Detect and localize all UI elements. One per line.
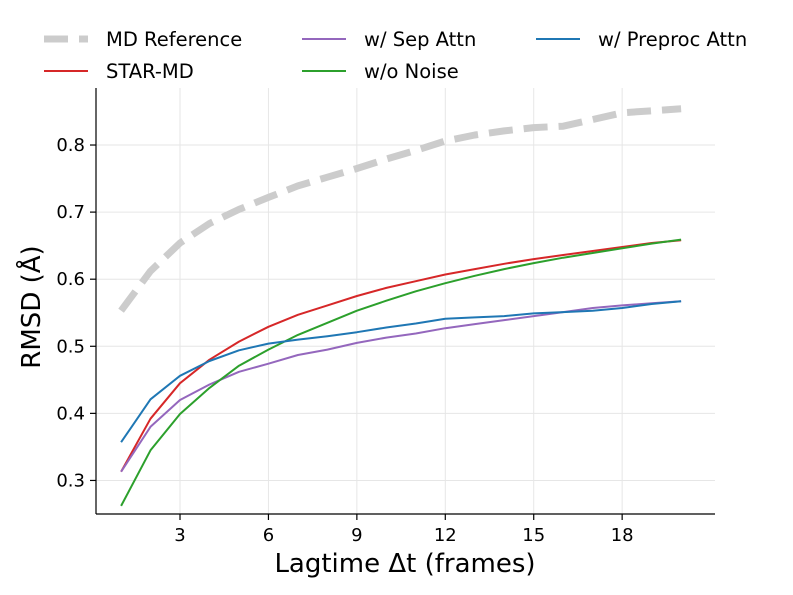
y-tick-label-4: 0.7	[56, 202, 85, 223]
y-tick-label-5: 0.8	[56, 135, 85, 156]
series-line-w-o-noise	[120, 238, 682, 507]
legend-label-4: w/ Preproc Attn	[598, 28, 747, 51]
y-tick-label-2: 0.5	[56, 336, 85, 357]
x-tick-label-2: 9	[351, 525, 362, 546]
x-tick-label-1: 6	[263, 525, 274, 546]
legend-label-2: w/ Sep Attn	[364, 28, 476, 51]
x-tick-label-0: 3	[174, 525, 185, 546]
y-tick-label-3: 0.6	[56, 269, 85, 290]
legend-label-1: STAR-MD	[106, 60, 194, 83]
x-tick-label-5: 18	[611, 525, 634, 546]
series-line-md-reference	[118, 105, 682, 313]
legend: MD Reference STAR-MD w/ Sep Attn w/o Noise w…	[44, 28, 747, 83]
series-line-w-preproc-attn	[120, 300, 682, 443]
legend-label-3: w/o Noise	[364, 60, 459, 83]
x-axis-title: Lagtime Δt (frames)	[274, 549, 535, 579]
series-line-star-md	[120, 239, 682, 473]
y-axis-ticks: 0.3 0.4 0.5 0.6 0.7 0.8	[56, 135, 96, 491]
y-tick-label-1: 0.4	[56, 403, 85, 424]
y-tick-label-0: 0.3	[56, 470, 85, 491]
x-axis-ticks: 3 6 9 12 15 18	[174, 514, 634, 546]
x-tick-label-4: 15	[522, 525, 545, 546]
axes	[95, 88, 715, 515]
grid	[96, 88, 715, 514]
series-group	[118, 105, 682, 507]
y-axis-title: RMSD (Å)	[15, 245, 47, 368]
legend-label-0: MD Reference	[106, 28, 242, 51]
x-tick-label-3: 12	[434, 525, 457, 546]
series-line-w-sep-attn	[120, 300, 682, 473]
